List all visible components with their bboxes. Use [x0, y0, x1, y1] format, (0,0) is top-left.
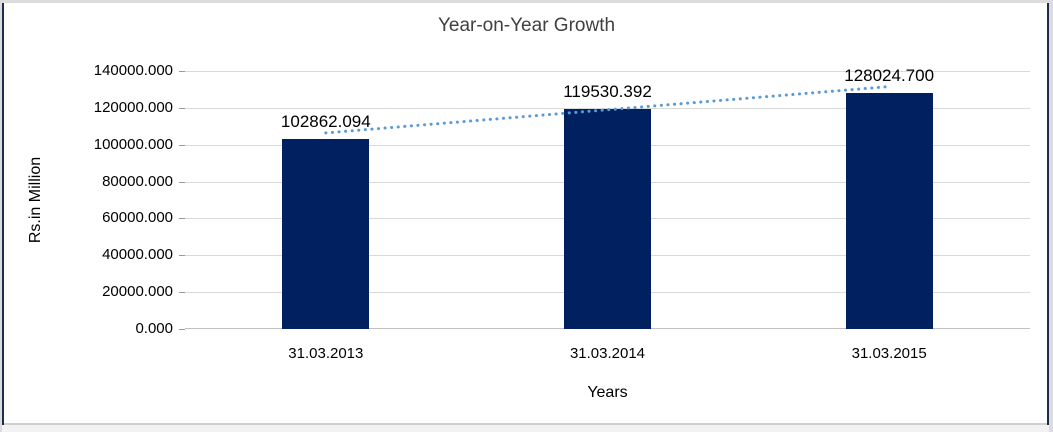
chart-border-left	[2, 3, 4, 425]
y-tick-mark	[179, 292, 185, 294]
gridline	[185, 71, 1030, 72]
y-tick-mark	[179, 71, 185, 72]
x-tick-label: 31.03.2015	[851, 345, 927, 362]
outer-margin-bottom	[0, 423, 1053, 432]
y-tick-label: 60000.000	[102, 209, 173, 227]
x-tick-label: 31.03.2013	[288, 345, 364, 362]
bar-data-label: 128024.700	[844, 66, 935, 86]
plot-area	[185, 71, 1030, 329]
bar-31.03.2014	[564, 108, 651, 329]
y-tick-mark	[179, 329, 185, 330]
chart-title: Year-on-Year Growth	[437, 15, 616, 36]
outer-margin-right	[1049, 0, 1053, 432]
outer-margin-left	[0, 0, 2, 432]
y-tick-mark	[179, 107, 185, 109]
bar-31.03.2013	[282, 139, 370, 329]
bar-31.03.2015	[845, 93, 933, 329]
y-tick-label: 140000.000	[93, 62, 173, 79]
y-tick-label: 80000.000	[102, 172, 173, 190]
y-tick-mark	[179, 255, 185, 257]
bar-data-label: 119530.392	[563, 81, 652, 101]
y-tick-mark	[179, 181, 185, 183]
y-tick-label: 120000.000	[93, 98, 173, 116]
y-tick-label: 20000.000	[102, 283, 173, 301]
y-tick-label: 0.000	[135, 320, 173, 337]
outer-margin-top	[0, 0, 1053, 3]
x-tick-label: 31.03.2014	[569, 345, 646, 362]
y-tick-label: 100000.000	[93, 135, 173, 153]
bar-data-label: 102862.094	[280, 112, 371, 132]
x-axis-title: Years	[587, 384, 628, 401]
y-tick-mark	[179, 144, 185, 146]
y-tick-mark	[179, 218, 185, 220]
y-tick-label: 40000.000	[102, 246, 173, 264]
chart-border-right	[1047, 3, 1049, 425]
